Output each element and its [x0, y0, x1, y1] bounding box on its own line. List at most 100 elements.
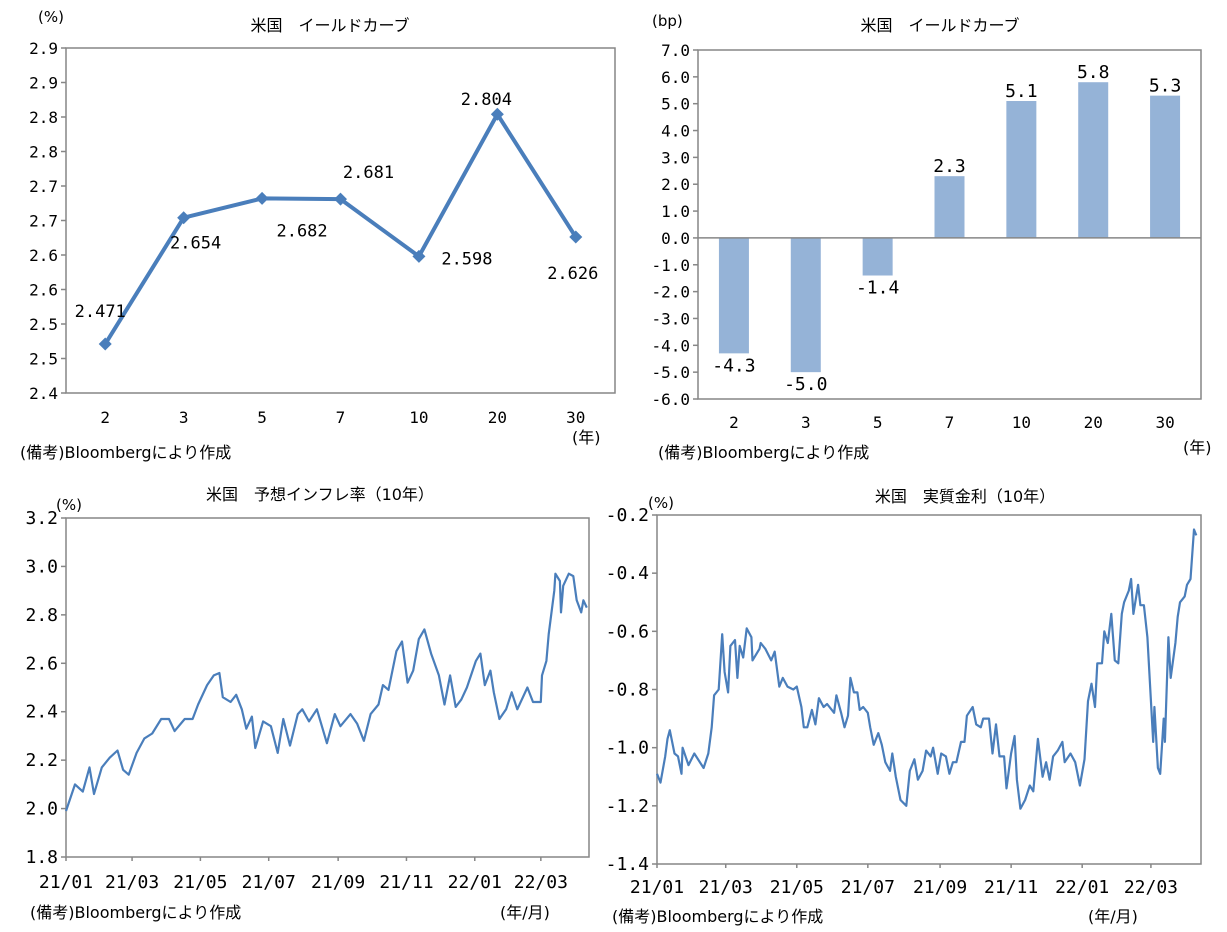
- y-tick-label: 7.0: [661, 41, 690, 60]
- data-label: 2.654: [170, 234, 221, 254]
- series-line: [64, 572, 588, 812]
- y-tick-label: -1.2: [606, 796, 649, 817]
- yield-change-bar-chart: 米国 イールドカーブ (bp) (年) (備考)Bloombergにより作成 -6.0 -…: [651, 12, 1211, 462]
- x-tick-label: 22/03: [1124, 877, 1178, 898]
- source-note: (備考)Bloombergにより作成: [612, 907, 823, 926]
- x-tick-label: 22/03: [514, 872, 568, 893]
- x-tick-label: 21/01: [630, 877, 684, 898]
- y-tick-label: 2.0: [25, 799, 58, 820]
- data-label: 2.471: [75, 302, 126, 322]
- y-tick-label: 1.0: [661, 202, 690, 221]
- data-point-marker: [177, 211, 191, 225]
- bar: [1078, 82, 1109, 238]
- y-tick-label: 2.6: [25, 653, 58, 674]
- x-tick-label: 2: [100, 408, 110, 427]
- x-tick-label: 10: [1012, 413, 1031, 432]
- x-tick-label: 22/01: [1055, 877, 1109, 898]
- data-label: 2.598: [441, 249, 492, 269]
- x-tick-label: 21/09: [311, 872, 365, 893]
- data-label: -5.0: [784, 374, 827, 395]
- y-axis-unit: (%): [648, 494, 674, 512]
- x-tick-label: 21/07: [841, 877, 895, 898]
- y-tick-label: 2.8: [25, 605, 58, 626]
- y-tick-label: 2.4: [29, 384, 58, 403]
- y-tick-label: 2.5: [29, 315, 58, 334]
- y-tick-label: 3.0: [661, 148, 690, 167]
- data-point-marker: [490, 107, 504, 121]
- data-point-marker: [412, 249, 426, 263]
- bar: [1150, 95, 1181, 238]
- y-tick-label: 3.0: [25, 556, 58, 577]
- y-axis-unit: (%): [38, 8, 64, 26]
- data-label: 2.804: [461, 90, 512, 110]
- bar: [718, 237, 749, 354]
- x-tick-label: 7: [336, 408, 346, 427]
- data-label: 2.682: [276, 221, 327, 241]
- data-label: 5.3: [1149, 76, 1182, 97]
- y-tick-label: 2.8: [29, 108, 58, 127]
- y-tick-label: 2.5: [29, 350, 58, 369]
- data-label: 2.3: [933, 156, 966, 177]
- x-tick-label: 5: [873, 413, 883, 432]
- y-axis-unit: (bp): [652, 12, 683, 30]
- y-tick-label: 2.2: [25, 750, 58, 771]
- data-point-marker: [255, 191, 269, 205]
- x-tick-label: 3: [801, 413, 811, 432]
- y-tick-label: -3.0: [651, 309, 690, 328]
- data-label: -1.4: [856, 278, 899, 299]
- bar: [1006, 101, 1037, 238]
- y-tick-label: 3.2: [25, 508, 58, 529]
- y-tick-label: -0.6: [606, 621, 649, 642]
- x-tick-label: 30: [1155, 413, 1174, 432]
- y-tick-label: 2.8: [29, 143, 58, 162]
- y-tick-label: 4.0: [661, 122, 690, 141]
- real-rate-line-chart: 米国 実質金利（10年） (%) (年/月) (備考)Bloombergにより作成 -1…: [606, 487, 1202, 926]
- y-tick-label: -1.4: [606, 854, 649, 875]
- x-tick-label: 3: [179, 408, 189, 427]
- series-line: [655, 528, 1198, 810]
- x-axis-unit: (年/月): [1088, 907, 1138, 926]
- data-point-marker: [334, 192, 347, 206]
- x-tick-label: 21/01: [39, 872, 93, 893]
- bar: [862, 237, 893, 276]
- x-tick-label: 22/01: [448, 872, 502, 893]
- data-label: 5.8: [1077, 62, 1110, 83]
- y-tick-label: -1.0: [651, 256, 690, 275]
- x-tick-label: 21/11: [379, 872, 433, 893]
- x-tick-label: 21/03: [105, 872, 159, 893]
- y-tick-label: 1.8: [25, 847, 58, 868]
- data-label: 5.1: [1005, 81, 1038, 102]
- y-tick-label: 0.0: [661, 229, 690, 248]
- y-tick-label: 2.6: [29, 246, 58, 265]
- y-tick-label: 6.0: [661, 68, 690, 87]
- y-tick-label: -6.0: [651, 390, 690, 409]
- x-tick-label: 21/03: [699, 877, 753, 898]
- data-label: 2.626: [547, 264, 598, 284]
- source-note: (備考)Bloombergにより作成: [658, 443, 869, 462]
- inflation-expectation-line-chart: 米国 予想インフレ率（10年） (%) (年/月) (備考)Bloombergにより作…: [25, 485, 590, 922]
- y-tick-label: -0.2: [606, 505, 649, 526]
- y-tick-label: 2.9: [29, 39, 58, 58]
- data-point-marker: [569, 230, 583, 244]
- y-tick-label: 2.7: [29, 177, 58, 196]
- series-line: [103, 112, 578, 346]
- x-tick-label: 20: [488, 408, 507, 427]
- chart-title: 米国 実質金利（10年）: [875, 487, 1055, 506]
- x-tick-label: 30: [566, 408, 585, 427]
- x-tick-label: 20: [1084, 413, 1103, 432]
- plot-area: [697, 49, 1202, 400]
- x-tick-label: 7: [945, 413, 955, 432]
- y-tick-label: -0.4: [606, 563, 649, 584]
- x-axis-unit: (年): [572, 428, 601, 447]
- y-tick-label: -4.0: [651, 336, 690, 355]
- bar: [934, 176, 965, 238]
- source-note: (備考)Bloombergにより作成: [20, 443, 231, 462]
- x-tick-label: 21/05: [770, 877, 824, 898]
- y-tick-label: 2.7: [29, 212, 58, 231]
- bar: [790, 237, 821, 373]
- chart-title: 米国 イールドカーブ: [250, 16, 409, 35]
- y-tick-label: 5.0: [661, 95, 690, 114]
- y-tick-label: 2.4: [25, 702, 58, 723]
- plot-area: [65, 47, 616, 394]
